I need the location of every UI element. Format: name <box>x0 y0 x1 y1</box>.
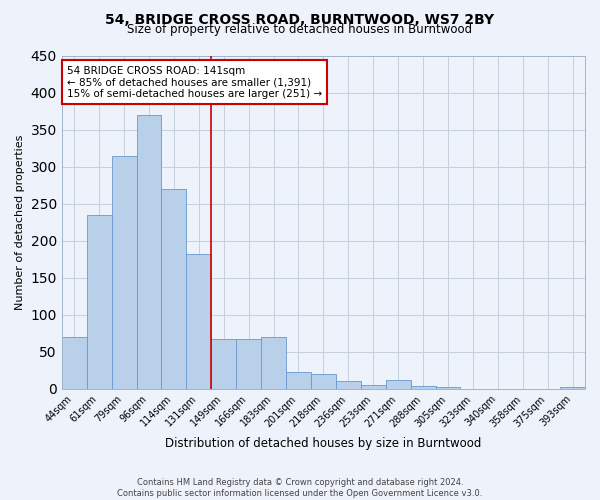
Y-axis label: Number of detached properties: Number of detached properties <box>15 134 25 310</box>
Bar <box>137 115 161 389</box>
Bar <box>87 215 112 389</box>
Bar <box>286 372 311 389</box>
Bar <box>386 380 410 389</box>
Bar <box>436 388 460 389</box>
Text: 54, BRIDGE CROSS ROAD, BURNTWOOD, WS7 2BY: 54, BRIDGE CROSS ROAD, BURNTWOOD, WS7 2B… <box>106 12 494 26</box>
Text: Contains HM Land Registry data © Crown copyright and database right 2024.
Contai: Contains HM Land Registry data © Crown c… <box>118 478 482 498</box>
Bar <box>336 382 361 389</box>
Bar <box>410 386 436 389</box>
Bar <box>560 386 585 389</box>
Bar <box>261 337 286 389</box>
Bar <box>361 385 386 389</box>
Bar <box>62 337 87 389</box>
Bar <box>187 254 211 389</box>
X-axis label: Distribution of detached houses by size in Burntwood: Distribution of detached houses by size … <box>165 437 482 450</box>
Bar <box>112 156 137 389</box>
Bar <box>211 338 236 389</box>
Text: 54 BRIDGE CROSS ROAD: 141sqm
← 85% of detached houses are smaller (1,391)
15% of: 54 BRIDGE CROSS ROAD: 141sqm ← 85% of de… <box>67 66 322 98</box>
Bar <box>161 189 187 389</box>
Bar <box>311 374 336 389</box>
Text: Size of property relative to detached houses in Burntwood: Size of property relative to detached ho… <box>127 22 473 36</box>
Bar <box>236 338 261 389</box>
